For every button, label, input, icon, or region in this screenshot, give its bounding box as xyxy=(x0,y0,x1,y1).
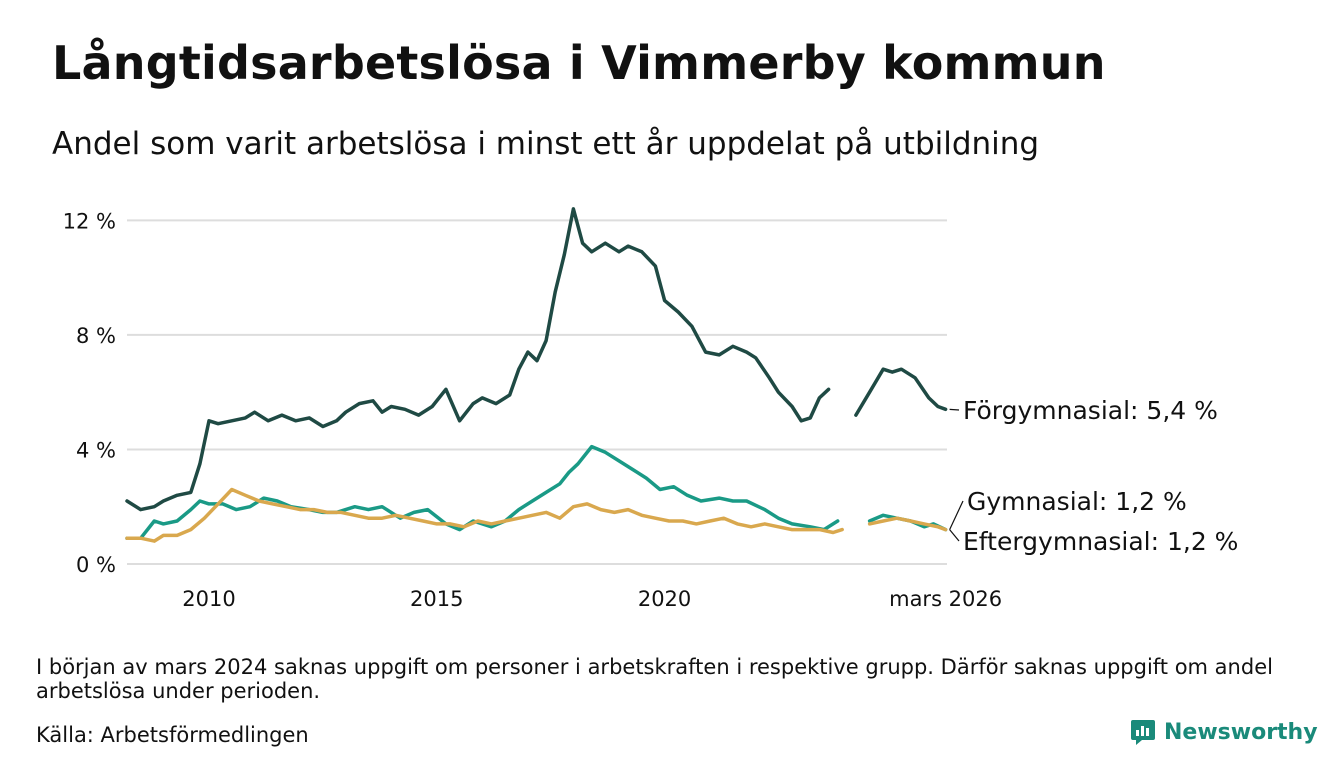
series-line-gymnasial xyxy=(125,444,948,540)
y-tick-label: 0 % xyxy=(76,553,116,577)
brand-logo: Newsworthy xyxy=(1130,718,1318,746)
chart-subtitle: Andel som varit arbetslösa i minst ett å… xyxy=(52,126,1040,162)
label-connector xyxy=(949,500,964,530)
newsworthy-icon xyxy=(1131,720,1155,745)
y-tick-label: 4 % xyxy=(76,438,116,462)
x-tick-label: 2020 xyxy=(638,587,691,611)
x-tick-label: 2010 xyxy=(182,587,235,611)
y-tick-label: 12 % xyxy=(63,209,116,233)
footnote: I början av mars 2024 saknas uppgift om … xyxy=(36,655,1273,703)
line-chart: 0 % 4 % 8 % 12 % 2010 2015 2020 mars 2026 Förg… xyxy=(63,207,1238,611)
series-lines xyxy=(125,207,948,543)
label-connector xyxy=(949,529,960,542)
series-label-eftergymnasial: Eftergymnasial: 1,2 % xyxy=(963,527,1238,556)
series-label-gymnasial: Gymnasial: 1,2 % xyxy=(967,487,1187,516)
x-tick-label: mars 2026 xyxy=(889,587,1002,611)
series-labels: Förgymnasial: 5,4 % Gymnasial: 1,2 % Efter… xyxy=(949,396,1238,556)
brand-name: Newsworthy xyxy=(1164,719,1318,745)
y-tick-label: 8 % xyxy=(76,324,116,348)
x-axis-ticks: 2010 2015 2020 mars 2026 xyxy=(182,587,1002,611)
label-connector xyxy=(949,408,960,411)
series-label-förgymnasial: Förgymnasial: 5,4 % xyxy=(963,396,1218,425)
grid-lines xyxy=(127,219,947,565)
y-axis-ticks: 0 % 4 % 8 % 12 % xyxy=(63,209,116,577)
x-tick-label: 2015 xyxy=(410,587,463,611)
chart-title: Långtidsarbetslösa i Vimmerby kommun xyxy=(52,36,1106,90)
series-line-eftergymnasial xyxy=(125,487,948,543)
series-line-förgymnasial xyxy=(125,207,948,512)
source-text: Källa: Arbetsförmedlingen xyxy=(36,723,309,747)
